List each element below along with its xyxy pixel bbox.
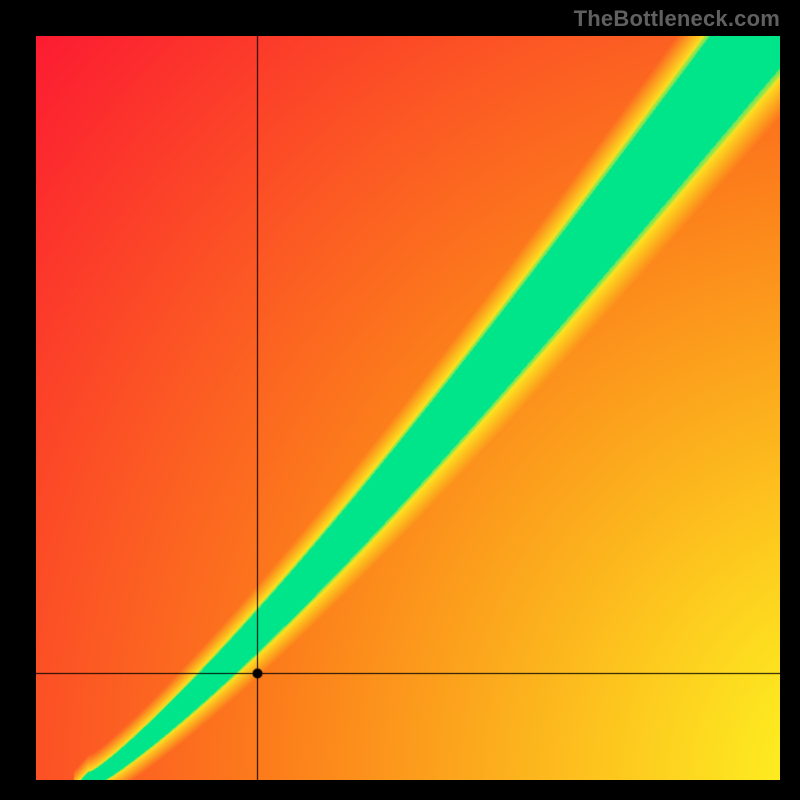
bottleneck-heatmap [36, 36, 780, 780]
watermark-text: TheBottleneck.com [574, 6, 780, 32]
frame-left [0, 0, 36, 800]
chart-container: TheBottleneck.com [0, 0, 800, 800]
frame-bottom [0, 780, 800, 800]
frame-right [780, 0, 800, 800]
